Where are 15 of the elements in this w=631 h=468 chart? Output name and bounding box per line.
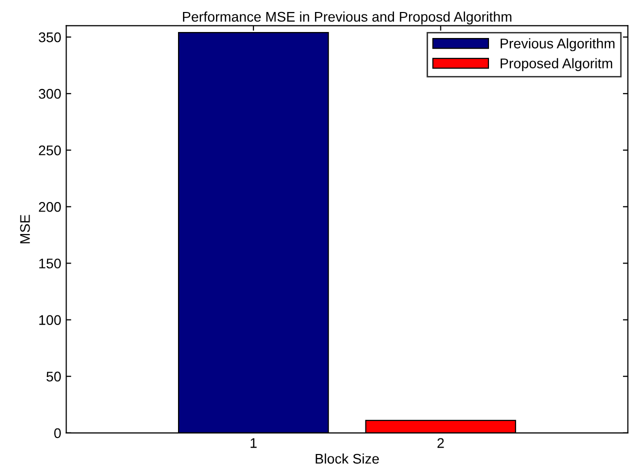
x-tick-label: 2 <box>437 438 444 448</box>
chart-title: Performance MSE in Previous and Proposd Algorithm <box>182 12 512 24</box>
y-tick-label: 100 <box>39 315 61 325</box>
y-tick-label: 250 <box>38 145 61 156</box>
y-tick-label: 300 <box>38 88 61 99</box>
x-axis-title: Block Size <box>316 453 379 464</box>
legend-label: Previous Algorithm <box>500 38 614 52</box>
y-tick-label: 50 <box>46 372 61 382</box>
y-tick-label: 150 <box>39 258 61 268</box>
legend-label: Proposed Algoritm <box>500 58 612 72</box>
x-tick-label: 1 <box>250 438 257 448</box>
y-axis-title: MSE <box>20 214 30 244</box>
y-tick-label: 0 <box>54 428 61 438</box>
y-tick-label: 350 <box>38 32 61 42</box>
y-tick-label: 200 <box>38 202 61 212</box>
